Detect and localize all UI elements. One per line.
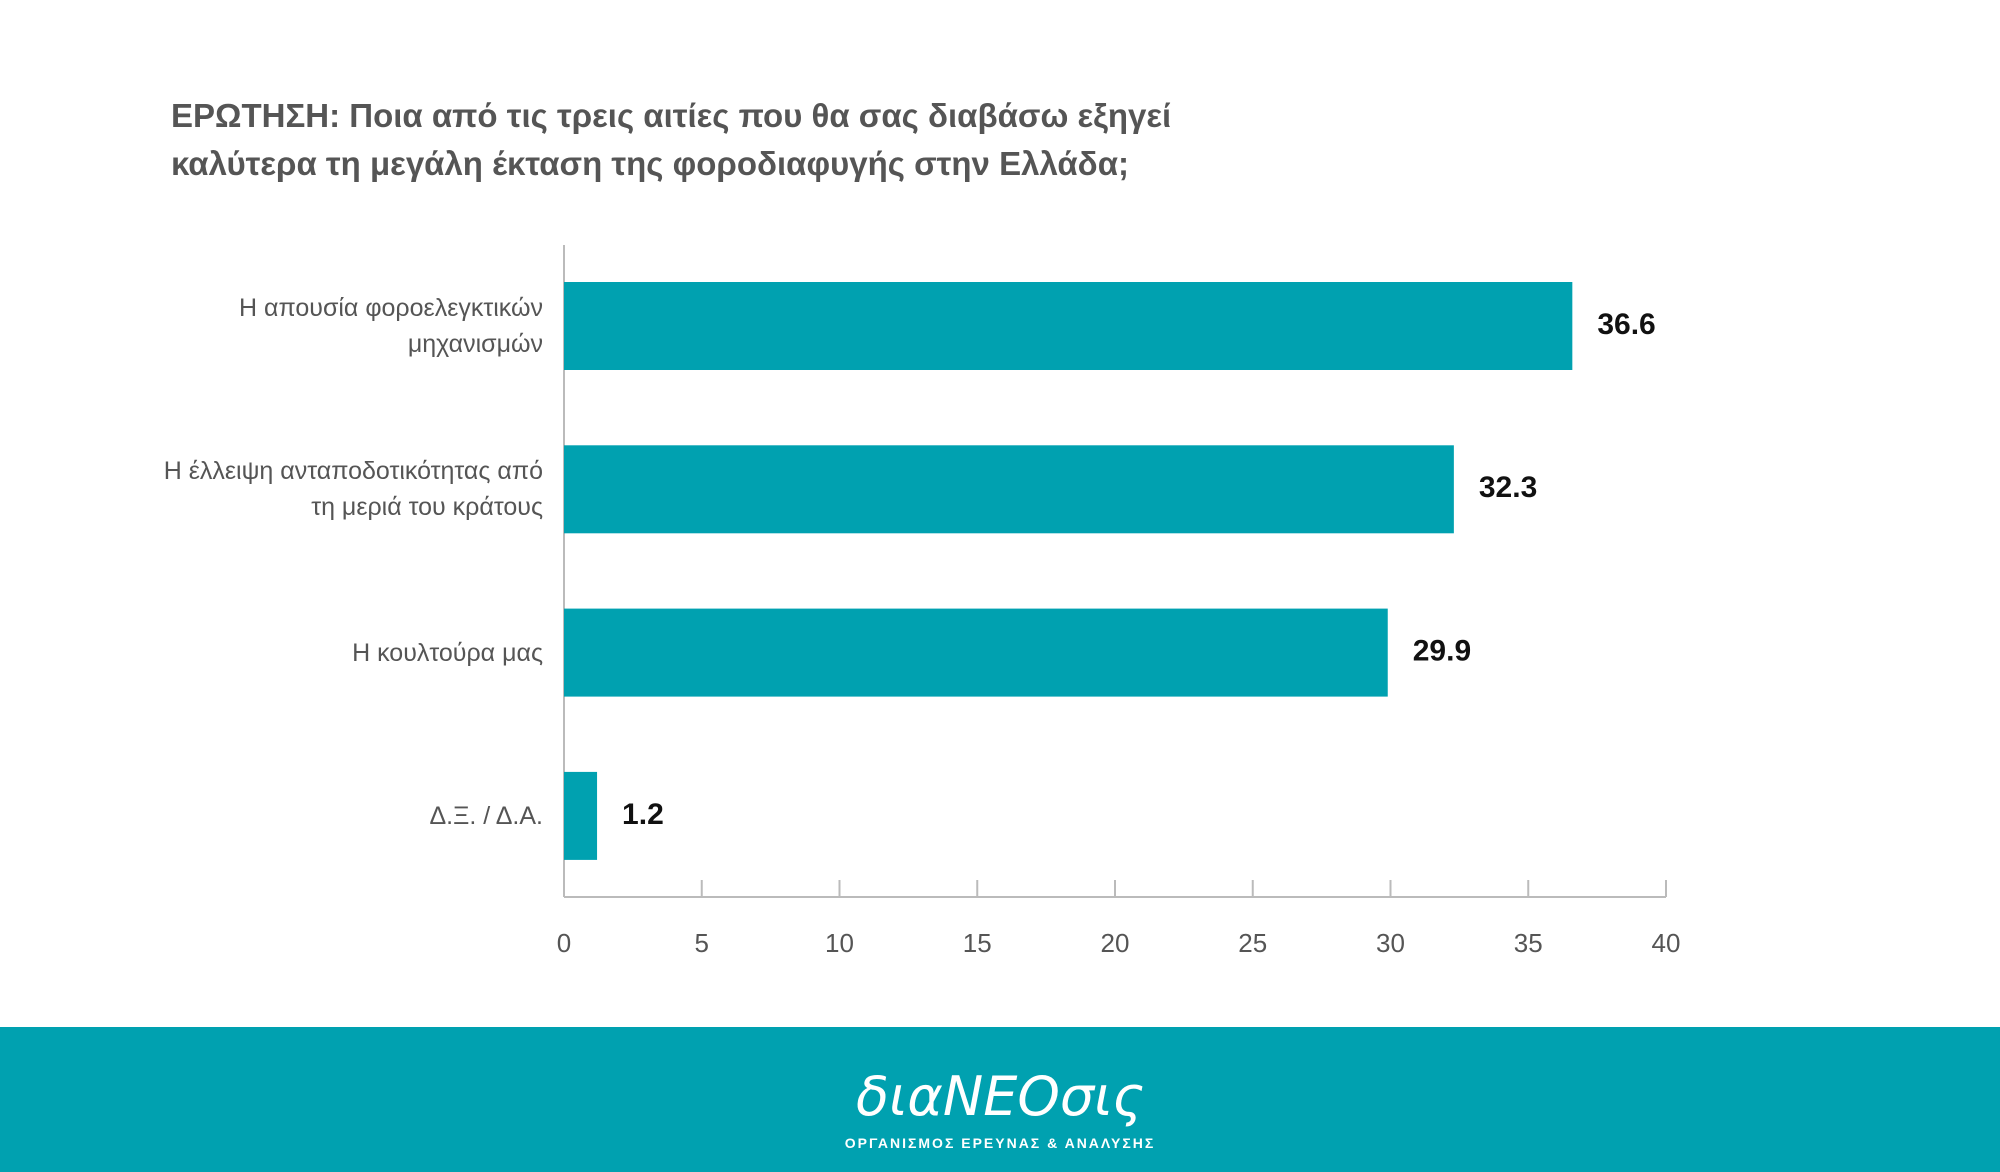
x-tick-label: 25: [1238, 928, 1267, 958]
x-tick-label: 15: [963, 928, 992, 958]
category-label: Η έλλειψη ανταποδοτικότητας από τη μεριά…: [163, 457, 543, 522]
x-tick-label: 35: [1514, 928, 1543, 958]
bar: [564, 445, 1454, 534]
logo: διαΝΕΟσις: [855, 1065, 1145, 1128]
category-label: Η κουλτούρα μας: [352, 638, 543, 667]
category-label: Δ.Ξ. / Δ.Α.: [429, 801, 543, 830]
x-tick-label: 30: [1376, 928, 1405, 958]
value-label: 1.2: [622, 798, 664, 831]
chart: 0 5 10 15 20 25 30 35 40 36.6 32.3 29.9 1.2: [557, 245, 1681, 958]
bar: [564, 282, 1573, 370]
x-tick-label: 0: [557, 928, 571, 958]
x-tick-label: 40: [1652, 928, 1681, 958]
bar: [564, 771, 598, 860]
x-tick-label: 10: [825, 928, 854, 958]
bar: [564, 608, 1388, 697]
value-label: 32.3: [1479, 471, 1537, 504]
chart-title: ΕΡΩΤΗΣΗ: Ποια από τις τρεις αιτίες που θ…: [171, 97, 1172, 182]
value-label: 29.9: [1413, 635, 1471, 668]
x-tick-label: 5: [695, 928, 709, 958]
footer: διαΝΕΟσις ΟΡΓΑΝΙΣΜΟΣ ΕΡΕΥΝΑΣ & ΑΝΑΛΥΣΗΣ: [0, 1027, 2000, 1172]
category-label: Η απουσία φοροελεγκτικών μηχανισμών: [239, 294, 543, 358]
value-label: 36.6: [1597, 308, 1655, 341]
x-tick-label: 20: [1101, 928, 1130, 958]
tagline: ΟΡΓΑΝΙΣΜΟΣ ΕΡΕΥΝΑΣ & ΑΝΑΛΥΣΗΣ: [844, 1135, 1156, 1151]
